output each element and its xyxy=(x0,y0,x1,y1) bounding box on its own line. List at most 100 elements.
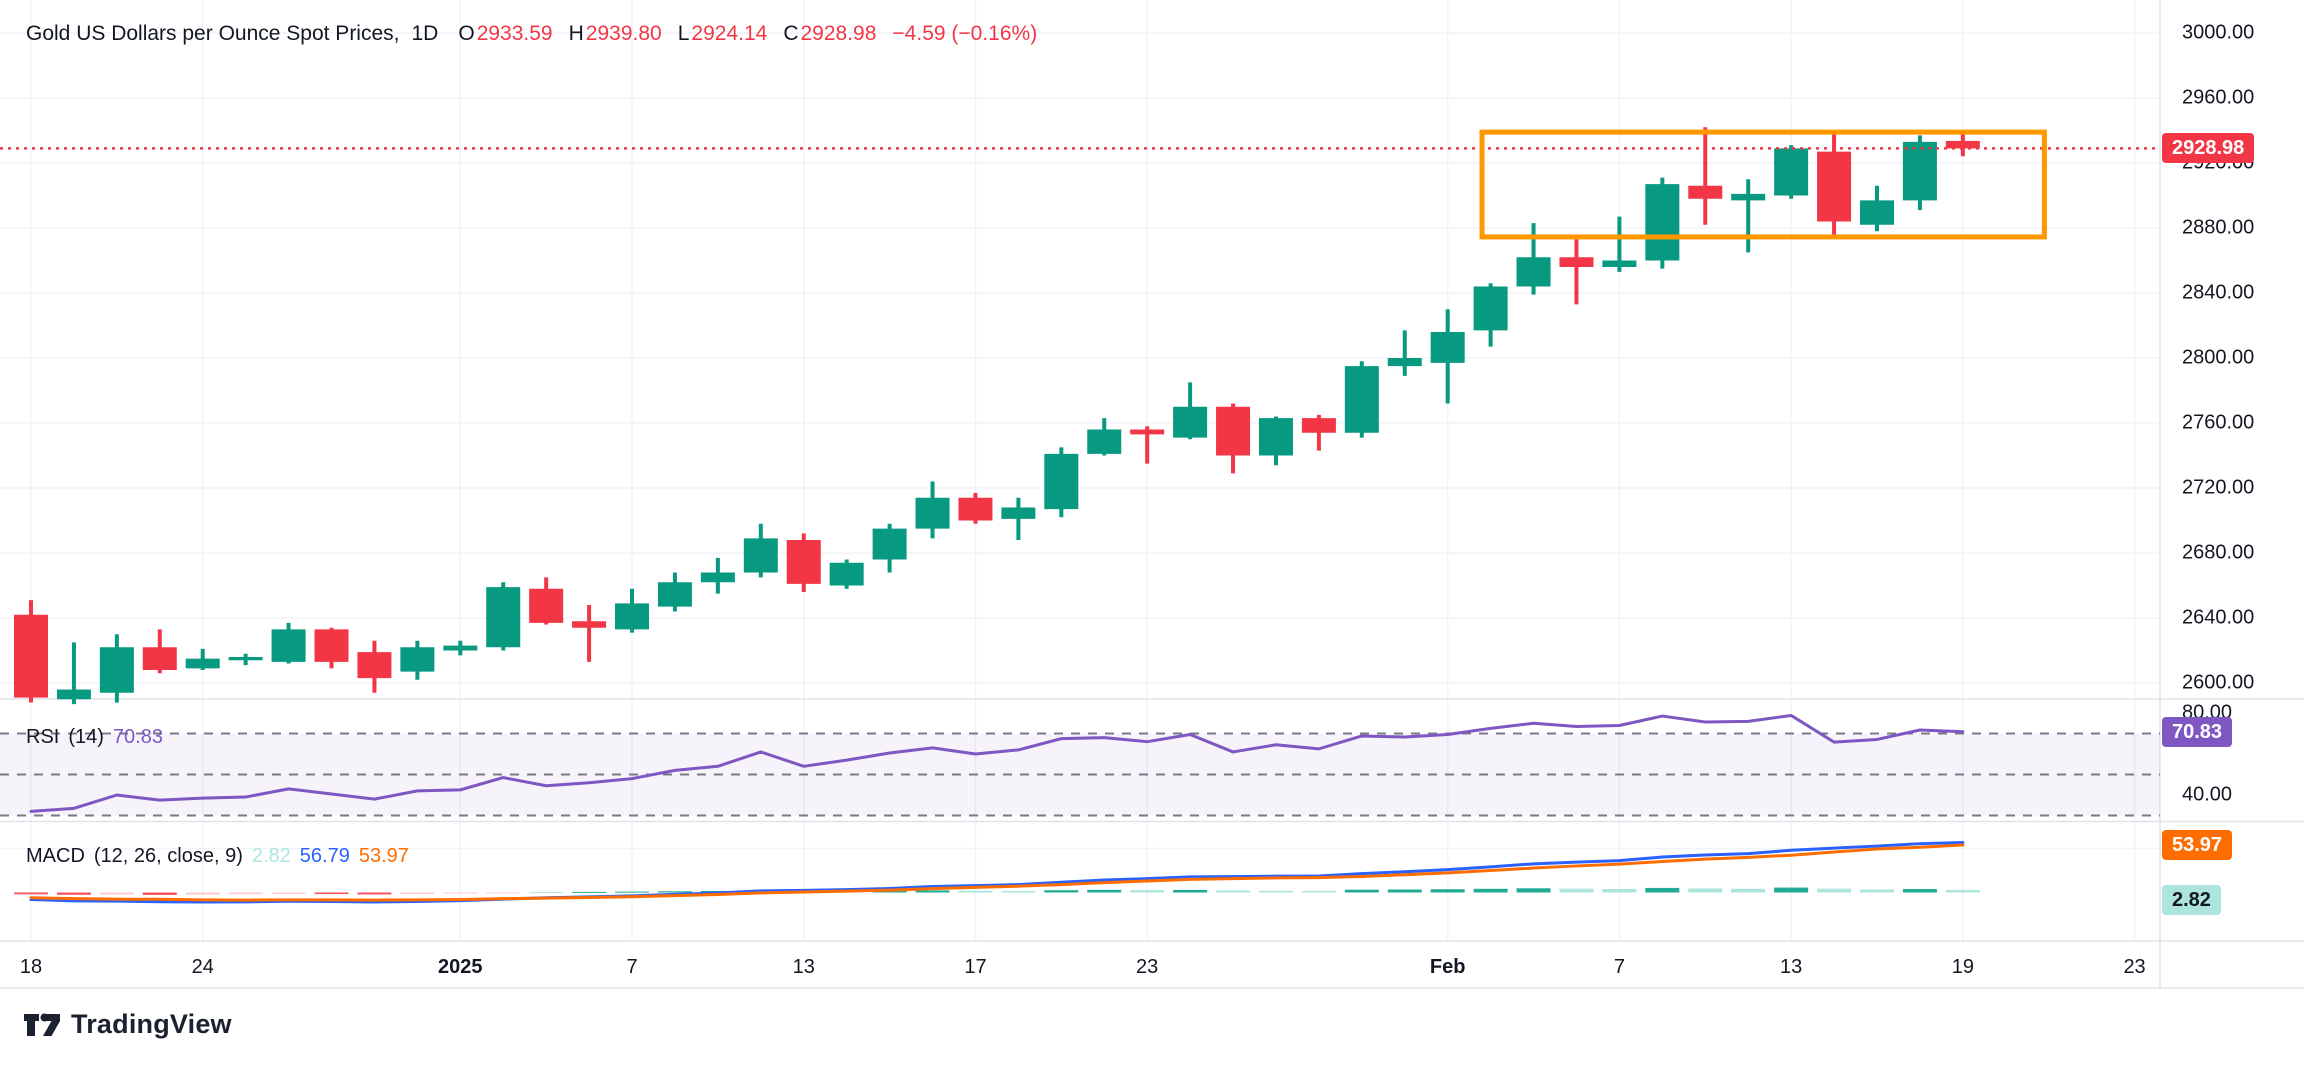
candle-body[interactable] xyxy=(1645,184,1680,261)
price-tick-label: 2800.00 xyxy=(2182,346,2255,369)
price-tick-label: 2640.00 xyxy=(2182,606,2255,629)
macd-histogram-bar xyxy=(1044,890,1079,893)
rsi-value: 70.83 xyxy=(112,726,163,748)
macd-signal-value: 53.97 xyxy=(358,845,409,867)
time-tick-label: 2025 xyxy=(438,956,483,978)
candle-body[interactable] xyxy=(99,647,134,693)
candle-body[interactable] xyxy=(443,645,478,651)
macd-histogram-bar xyxy=(872,890,907,893)
candle-body[interactable] xyxy=(271,629,306,662)
candle-body[interactable] xyxy=(1902,141,1937,201)
macd-line xyxy=(29,841,1965,904)
timeframe-label: 1D xyxy=(411,22,439,45)
rsi-params: (14) xyxy=(68,726,104,748)
candle-body[interactable] xyxy=(142,647,177,670)
macd-histogram-bar xyxy=(1817,888,1852,893)
macd-params: (12, 26, close, 9) xyxy=(93,845,243,867)
macd-histogram-bar xyxy=(1216,890,1251,893)
candle-body[interactable] xyxy=(657,582,692,607)
macd-hist-value: 2.82 xyxy=(251,845,291,867)
macd-histogram-bar xyxy=(1945,890,1980,893)
candle-body[interactable] xyxy=(615,603,650,630)
candle-body[interactable] xyxy=(958,497,993,521)
candle-body[interactable] xyxy=(1559,257,1594,267)
macd-histogram-bar xyxy=(657,891,692,893)
candle-body[interactable] xyxy=(185,658,220,669)
candle-body[interactable] xyxy=(1301,418,1336,433)
candle-body[interactable] xyxy=(829,562,864,586)
time-tick-label: 7 xyxy=(626,956,638,978)
macd-histogram-bar xyxy=(357,892,392,895)
candle-body[interactable] xyxy=(1731,193,1766,201)
candle-body[interactable] xyxy=(1430,332,1465,363)
candle-body[interactable] xyxy=(1602,260,1637,268)
candle-body[interactable] xyxy=(400,647,435,672)
highlight-rectangle-drawing[interactable] xyxy=(1479,129,2047,240)
candle-body[interactable] xyxy=(1044,453,1079,510)
candle-body[interactable] xyxy=(357,652,392,679)
candle-body[interactable] xyxy=(1817,151,1852,222)
price-tick-label: 2760.00 xyxy=(2182,411,2255,434)
candle-body[interactable] xyxy=(1001,507,1036,519)
candle-body[interactable] xyxy=(1945,140,1980,149)
price-tick-label: 2960.00 xyxy=(2182,86,2255,109)
candle-body[interactable] xyxy=(572,621,607,628)
candle-body[interactable] xyxy=(700,572,735,583)
candle-body[interactable] xyxy=(1087,429,1122,454)
candle-body[interactable] xyxy=(915,497,950,529)
time-tick-label: 7 xyxy=(1613,956,1625,978)
candle-body[interactable] xyxy=(1473,286,1508,331)
tradingview-footer[interactable]: TradingView xyxy=(22,1006,232,1042)
macd-histogram-bar xyxy=(314,892,349,895)
low-label: L xyxy=(677,22,690,45)
candle-body[interactable] xyxy=(872,528,907,560)
price-tick-label: 3000.00 xyxy=(2182,21,2255,44)
macd-histogram-bar xyxy=(1130,890,1165,893)
price-tick-label: 2880.00 xyxy=(2182,216,2255,239)
candle-body[interactable] xyxy=(1774,148,1809,196)
price-tick-label: 2680.00 xyxy=(2182,541,2255,564)
candle-body[interactable] xyxy=(1688,185,1723,199)
macd-histogram-bar xyxy=(1001,890,1036,893)
time-tick-label: 23 xyxy=(1136,956,1159,978)
candle-body[interactable] xyxy=(1216,406,1251,456)
candle-body[interactable] xyxy=(1859,200,1894,225)
candle-body[interactable] xyxy=(786,540,821,584)
candle-body[interactable] xyxy=(1516,257,1551,287)
close-label: C xyxy=(783,22,799,45)
candle-body[interactable] xyxy=(56,689,91,700)
open-label: O xyxy=(458,22,475,45)
time-tick-label: 13 xyxy=(792,956,815,978)
macd-histogram-bar xyxy=(615,891,650,893)
macd-histogram-bar xyxy=(1688,888,1723,893)
symbol-legend[interactable]: Gold US Dollars per Ounce Spot Prices, 1D… xyxy=(26,22,1037,46)
candle-body[interactable] xyxy=(1130,429,1165,435)
macd-histogram-bar xyxy=(1387,889,1422,893)
macd-histogram-bar xyxy=(958,890,993,893)
time-tick-label: 19 xyxy=(1951,956,1974,978)
macd-histogram-bar xyxy=(1258,890,1293,893)
macd-histogram-bar xyxy=(1559,888,1594,893)
candle-body[interactable] xyxy=(1344,366,1379,433)
macd-histogram-bar xyxy=(1516,888,1551,893)
time-tick-label: 18 xyxy=(19,956,43,978)
candle-body[interactable] xyxy=(529,588,564,623)
candle-body[interactable] xyxy=(1258,418,1293,456)
candle-body[interactable] xyxy=(486,587,521,648)
macd-histogram-bar xyxy=(1859,889,1894,893)
candle-body[interactable] xyxy=(743,538,778,573)
macd-line-value: 56.79 xyxy=(299,845,350,867)
candle-body[interactable] xyxy=(14,614,48,698)
macd-legend[interactable]: MACD (12, 26, close, 9) 2.82 56.79 53.97 xyxy=(26,845,409,868)
candle-body[interactable] xyxy=(1173,406,1208,438)
candle-body[interactable] xyxy=(228,657,263,661)
rsi-legend[interactable]: RSI (14) 70.83 xyxy=(26,726,163,749)
rsi-name: RSI xyxy=(26,726,60,748)
macd-histogram-bar xyxy=(228,892,263,895)
time-tick-label: Feb xyxy=(1429,956,1466,978)
candle-body[interactable] xyxy=(1387,358,1422,367)
macd-histogram-bar xyxy=(1774,887,1809,893)
candle-body[interactable] xyxy=(314,629,349,662)
